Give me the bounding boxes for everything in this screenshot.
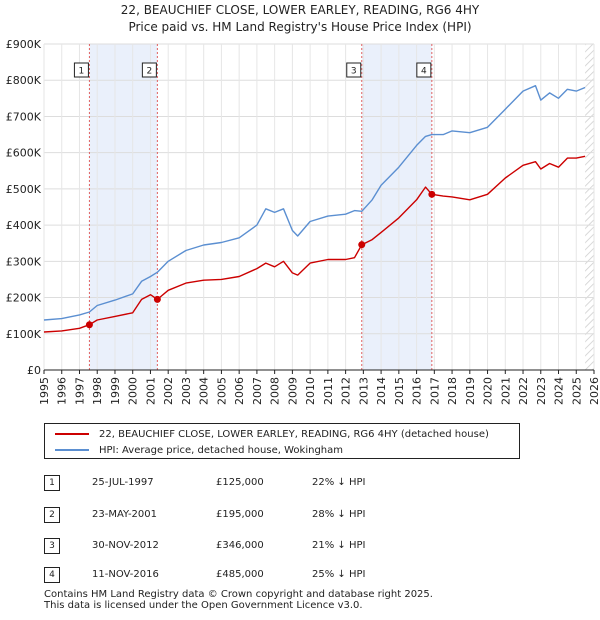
- sale-date: 30-NOV-2012: [92, 540, 159, 551]
- legend-swatch-property: [55, 433, 89, 435]
- x-tick-label: 2001: [144, 377, 157, 405]
- sale-price: £195,000: [216, 509, 264, 520]
- legend-item-hpi: HPI: Average price, detached house, Woki…: [55, 442, 343, 458]
- x-tick-label: 2025: [570, 377, 583, 405]
- x-tick-label: 2003: [180, 377, 193, 405]
- chart-subtitle: Price paid vs. HM Land Registry's House …: [128, 20, 472, 34]
- sale-point: [153, 295, 161, 303]
- x-tick-label: 2022: [517, 377, 530, 405]
- x-tick-label: 2024: [553, 377, 566, 405]
- sale-marker-badge: 3: [346, 62, 362, 78]
- y-tick-label: £200K: [6, 292, 42, 305]
- sale-marker-badge: 1: [73, 62, 89, 78]
- legend-label-property: 22, BEAUCHIEF CLOSE, LOWER EARLEY, READI…: [99, 428, 489, 440]
- sale-marker-label: 2: [147, 67, 153, 77]
- sale-number-badge: 3: [44, 538, 60, 554]
- sale-marker-badge: 4: [416, 62, 432, 78]
- y-tick-label: £300K: [6, 255, 42, 268]
- sale-date: 25-JUL-1997: [92, 477, 154, 488]
- shaded-range: [361, 44, 432, 370]
- sale-number-badge: 4: [44, 567, 60, 583]
- sale-marker-box: [416, 62, 432, 78]
- sale-price: £125,000: [216, 477, 264, 488]
- sale-marker-label: 3: [351, 67, 357, 77]
- x-tick-label: 2005: [215, 377, 228, 405]
- sale-point: [358, 241, 366, 249]
- sale-marker-badge: 2: [141, 62, 157, 78]
- sale-hpi-diff: 21% ↓ HPI: [312, 540, 366, 551]
- legend: 22, BEAUCHIEF CLOSE, LOWER EARLEY, READI…: [44, 423, 520, 459]
- chart-title-line1: 22, BEAUCHIEF CLOSE, LOWER EARLEY, READI…: [120, 3, 480, 17]
- legend-swatch-hpi: [55, 449, 89, 451]
- x-tick-label: 1997: [73, 377, 86, 405]
- x-tick-label: 2014: [375, 377, 388, 405]
- sale-price: £485,000: [216, 569, 264, 580]
- x-tick-label: 2013: [357, 377, 370, 405]
- footer-licence: This data is licensed under the Open Gov…: [44, 600, 363, 611]
- x-tick-label: 2010: [304, 377, 317, 405]
- sale-hpi-diff: 28% ↓ HPI: [312, 509, 366, 520]
- x-tick-label: 2017: [428, 377, 441, 405]
- footer: Contains HM Land Registry data © Crown c…: [44, 589, 433, 611]
- property-price-line: [43, 155, 586, 333]
- y-tick-label: £700K: [6, 110, 42, 123]
- sale-hpi-diff: 25% ↓ HPI: [312, 569, 366, 580]
- y-tick-label: £100K: [6, 328, 42, 341]
- future-hatch: [585, 44, 594, 370]
- x-tick-label: 2012: [340, 377, 353, 405]
- hpi-line: [43, 84, 586, 321]
- legend-label-hpi: HPI: Average price, detached house, Woki…: [99, 444, 343, 456]
- sale-marker-label: 1: [79, 67, 85, 77]
- footer-copyright: Contains HM Land Registry data © Crown c…: [44, 589, 433, 600]
- sale-row: 4 11-NOV-2016 £485,000 25% ↓ HPI: [44, 565, 464, 585]
- x-tick-label: 2023: [535, 377, 548, 405]
- sale-marker-box: [346, 62, 362, 78]
- y-tick-label: £500K: [6, 183, 42, 196]
- sale-marker-label: 4: [421, 67, 427, 77]
- x-tick-label: 2009: [286, 377, 299, 405]
- sale-date: 11-NOV-2016: [92, 569, 159, 580]
- x-tick-label: 1995: [38, 377, 51, 405]
- y-tick-label: £600K: [6, 147, 42, 160]
- x-tick-label: 2020: [482, 377, 495, 405]
- x-tick-label: 2007: [251, 377, 264, 405]
- y-tick-label: £900K: [6, 38, 42, 51]
- sale-number-badge: 1: [44, 475, 60, 491]
- sale-hpi-diff: 22% ↓ HPI: [312, 477, 366, 488]
- shaded-range: [89, 44, 158, 370]
- x-tick-label: 2008: [269, 377, 282, 405]
- x-tick-label: 2026: [588, 377, 600, 405]
- sale-point: [85, 321, 93, 329]
- x-tick-label: 2000: [127, 377, 140, 405]
- x-tick-label: 2006: [233, 377, 246, 405]
- sale-marker-box: [73, 62, 89, 78]
- x-tick-label: 2015: [393, 377, 406, 405]
- sale-row: 2 23-MAY-2001 £195,000 28% ↓ HPI: [44, 505, 464, 525]
- x-tick-label: 1998: [91, 377, 104, 405]
- x-tick-label: 2021: [499, 377, 512, 405]
- x-tick-label: 2019: [464, 377, 477, 405]
- x-tick-label: 1996: [56, 377, 69, 405]
- y-tick-label: £0: [27, 364, 41, 377]
- sale-row: 1 25-JUL-1997 £125,000 22% ↓ HPI: [44, 473, 464, 493]
- x-tick-label: 2011: [322, 377, 335, 405]
- x-tick-label: 1999: [109, 377, 122, 405]
- x-tick-label: 2018: [446, 377, 459, 405]
- legend-item-property: 22, BEAUCHIEF CLOSE, LOWER EARLEY, READI…: [55, 426, 489, 442]
- chart-title: 22, BEAUCHIEF CLOSE, LOWER EARLEY, READI…: [0, 2, 600, 36]
- sale-price: £346,000: [216, 540, 264, 551]
- sale-marker-box: [141, 62, 157, 78]
- x-tick-label: 2016: [411, 377, 424, 405]
- x-tick-label: 2004: [198, 377, 211, 405]
- price-chart: 1 2 3 4 £0 £100K £200K £300K £400K £500K £600K £70…: [6, 38, 600, 405]
- y-tick-label: £400K: [6, 219, 42, 232]
- sale-number-badge: 2: [44, 507, 60, 523]
- sale-row: 3 30-NOV-2012 £346,000 21% ↓ HPI: [44, 536, 464, 556]
- sale-date: 23-MAY-2001: [92, 509, 158, 520]
- y-tick-label: £800K: [6, 74, 42, 87]
- sale-point: [428, 190, 436, 198]
- x-tick-label: 2002: [162, 377, 175, 405]
